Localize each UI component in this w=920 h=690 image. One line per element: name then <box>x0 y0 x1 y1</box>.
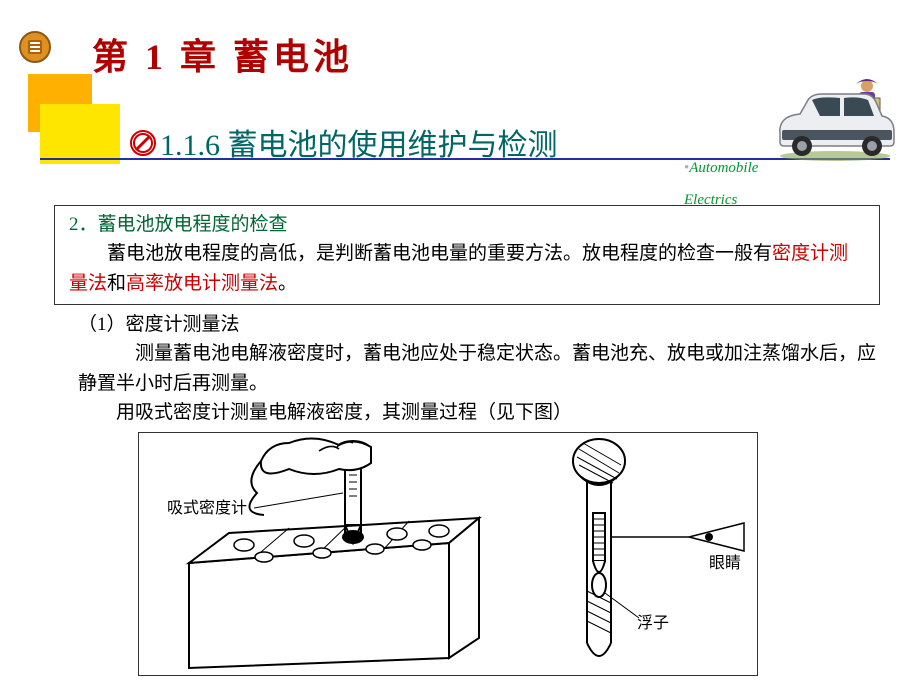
method-desc-1: 测量蓄电池电解液密度时，蓄电池应处于稳定状态。蓄电池充、放电或加注蒸馏水后，应静… <box>78 339 878 398</box>
content-box: 2．蓄电池放电程度的检查 蓄电池放电程度的高低，是判断蓄电池电量的重要方法。放电… <box>54 205 880 305</box>
chapter-title: 第 1 章 蓄电池 <box>92 28 353 80</box>
highlight-method2: 高率放电计测量法 <box>126 273 278 294</box>
box-body-tail: 。 <box>278 273 297 294</box>
method-title: （1）密度计测量法 <box>78 310 878 339</box>
stop-sign-icon <box>130 130 156 156</box>
medal-icon <box>18 30 52 64</box>
car-illustration-icon <box>770 86 900 164</box>
method-desc-2: 用吸式密度计测量电解液密度，其测量过程（见下图） <box>78 398 878 427</box>
box-body-mid: 和 <box>107 273 126 294</box>
box-body: 蓄电池放电程度的高低，是判断蓄电池电量的重要方法。放电程度的检查一般有密度计测量… <box>69 239 865 298</box>
decor-block-yellow <box>40 104 120 164</box>
section-title-text: 1.1.6 蓄电池的使用维护与检测 <box>160 129 558 162</box>
section-title: 1.1.6 蓄电池的使用维护与检测 <box>160 120 558 164</box>
hydrometer-diagram: 吸式密度计 <box>139 433 759 677</box>
course-label-line1: Automobile <box>689 160 758 176</box>
label-float: 浮子 <box>637 614 669 632</box>
subtitle: 2．蓄电池放电程度的检查 <box>69 210 865 239</box>
label-hydrometer: 吸式密度计 <box>167 499 247 517</box>
chapter-title-text: 第 1 章 蓄电池 <box>92 37 353 77</box>
figure-frame: 吸式密度计 <box>138 432 758 676</box>
below-box-text: （1）密度计测量法 测量蓄电池电解液密度时，蓄电池应处于稳定状态。蓄电池充、放电… <box>78 310 878 428</box>
box-body-pre: 蓄电池放电程度的高低，是判断蓄电池电量的重要方法。放电程度的检查一般有 <box>107 243 772 264</box>
label-eye: 眼睛 <box>709 554 741 572</box>
